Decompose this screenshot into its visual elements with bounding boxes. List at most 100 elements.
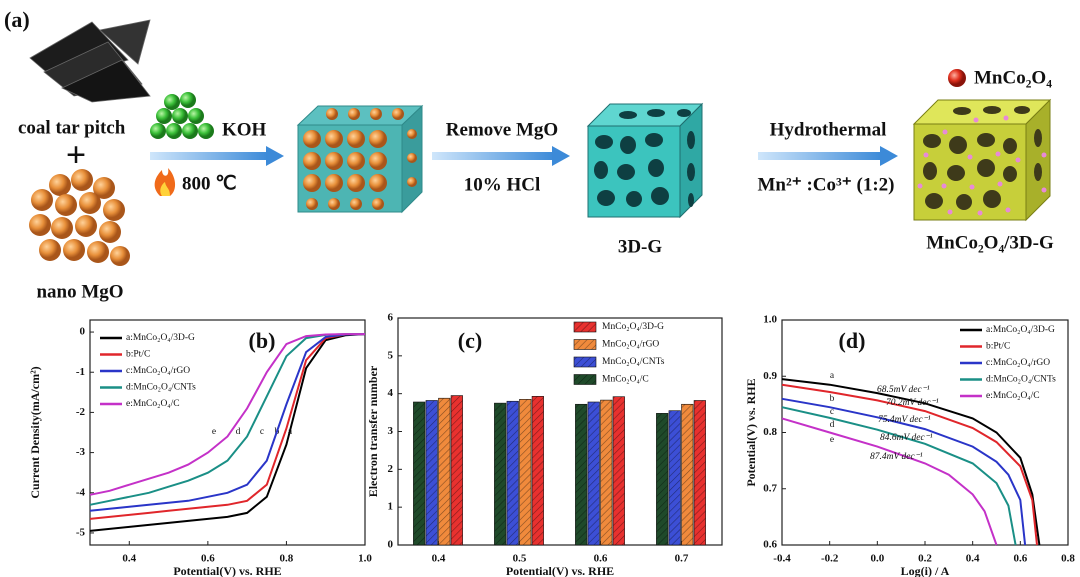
porous-graphene <box>586 102 704 219</box>
y-tick-label: 3 <box>388 425 394 437</box>
y-tick-label: 0.7 <box>763 482 777 494</box>
y-tick-label: 4 <box>388 387 394 399</box>
step-reagent-label: 10% HCl <box>464 174 541 195</box>
bar <box>575 403 588 546</box>
data-line <box>781 417 998 546</box>
legend-label: MnCo₂O₄ <box>974 67 1052 88</box>
x-axis-label: Potential(V) vs. RHE <box>506 564 614 577</box>
bar <box>413 401 426 546</box>
curve-label: a <box>288 427 293 437</box>
data-line <box>89 333 366 532</box>
x-tick-label: 0.7 <box>675 553 689 565</box>
x-axis-label: Log(i) / A <box>901 564 950 577</box>
y-tick-label: 1 <box>388 501 394 513</box>
koh-spheres <box>150 92 214 139</box>
bar <box>600 399 613 546</box>
legend-label: b:Pt/C <box>986 342 1010 352</box>
data-line <box>89 333 366 520</box>
flame-icon <box>154 168 176 196</box>
y-axis-label: Current Density(mA/cm²) <box>28 366 42 498</box>
bar <box>531 396 544 546</box>
x-tick-label: 0.0 <box>870 553 884 565</box>
reagent-label: KOH <box>222 119 267 140</box>
data-line <box>781 406 1017 546</box>
x-tick-label: 0.6 <box>1013 553 1027 565</box>
bar <box>693 400 706 546</box>
y-tick-label: -1 <box>76 366 85 378</box>
bar <box>438 397 451 546</box>
composite-block <box>296 104 424 214</box>
x-tick-label: 0.4 <box>966 553 980 565</box>
data-line <box>89 333 365 496</box>
y-axis-label: Potential(V) vs. RHE <box>744 378 758 486</box>
panel-label: (d) <box>839 328 866 353</box>
legend-label: MnCo₂O₄/CNTs <box>602 357 665 367</box>
bar <box>494 402 507 546</box>
slope-label: 70.2mV dec⁻¹ <box>886 398 939 408</box>
legend-label: MnCo₂O₄/3D-G <box>602 322 664 332</box>
arrow <box>150 146 284 166</box>
step-label: Hydrothermal <box>770 119 887 140</box>
bar <box>506 400 519 546</box>
y-tick-label: -3 <box>76 446 86 458</box>
y-tick-label: -5 <box>76 526 86 538</box>
y-tick-label: 5 <box>388 349 394 361</box>
bar <box>656 413 669 546</box>
y-tick-label: -2 <box>76 406 86 418</box>
y-tick-label: 0.8 <box>763 426 777 438</box>
data-line <box>89 333 366 512</box>
data-line <box>781 378 1041 546</box>
y-tick-label: 0.9 <box>763 370 777 382</box>
step-label: Remove MgO <box>446 119 558 140</box>
data-line <box>89 333 365 506</box>
schematic: (a) coal tar pitch + nano MgO KOH 800 ℃ <box>4 7 1054 302</box>
x-tick-label: 0.4 <box>122 553 136 565</box>
slope-label: 75.4mV dec⁻¹ <box>878 415 931 425</box>
y-tick-label: 6 <box>388 312 394 324</box>
bar <box>519 399 532 546</box>
bar <box>450 395 463 546</box>
x-tick-label: 0.6 <box>594 553 608 565</box>
y-tick-label: -4 <box>76 486 86 498</box>
panel-label: (c) <box>458 328 482 353</box>
legend-label: c:MnCo₂O₄/rGO <box>126 366 190 376</box>
x-tick-label: 0.2 <box>918 553 932 565</box>
bar <box>612 396 625 546</box>
flame-core <box>160 182 170 196</box>
step-ratio-label: Mn²⁺ :Co³⁺ (1:2) <box>758 174 895 195</box>
product-label: 3D-G <box>618 236 663 257</box>
template-label: nano MgO <box>36 281 123 302</box>
bar <box>681 403 694 546</box>
y-axis-label: Electron transfer number <box>366 365 380 497</box>
x-tick-label: 0.6 <box>201 553 215 565</box>
legend-label: b:Pt/C <box>126 350 150 360</box>
legend-label: a:MnCo₂O₄/3D-G <box>986 325 1055 335</box>
plot-frame <box>89 319 366 546</box>
curve-label: b <box>830 394 835 404</box>
slope-label: 68.5mV dec⁻¹ <box>877 385 930 395</box>
temperature-label: 800 ℃ <box>182 173 237 194</box>
data-line <box>781 383 1038 546</box>
legend-label: e:MnCo₂O₄/C <box>986 391 1040 401</box>
x-axis-label: Potential(V) vs. RHE <box>173 564 281 577</box>
legend-swatch <box>573 321 597 333</box>
product-label: MnCo₂O₄/3D-G <box>926 232 1054 253</box>
y-tick-label: 1.0 <box>763 314 777 326</box>
legend-label: d:MnCo₂O₄/CNTs <box>986 375 1056 385</box>
legend-label: d:MnCo₂O₄/CNTs <box>126 383 196 393</box>
slope-label: 84.6mV dec⁻¹ <box>880 433 933 443</box>
legend-swatch <box>573 374 597 385</box>
arrow <box>432 146 570 166</box>
arrow <box>758 146 898 166</box>
legend-label: MnCo₂O₄/C <box>602 375 649 385</box>
legend-swatch <box>573 339 597 350</box>
y-tick-label: 0 <box>80 326 86 338</box>
panel-label: (b) <box>249 328 276 353</box>
y-tick-label: 2 <box>388 463 394 475</box>
x-tick-label: -0.4 <box>773 553 791 565</box>
legend-label: MnCo₂O₄/rGO <box>602 340 659 350</box>
composite-product <box>912 98 1052 222</box>
panel-label: (a) <box>4 7 30 32</box>
data-line <box>781 397 1027 546</box>
